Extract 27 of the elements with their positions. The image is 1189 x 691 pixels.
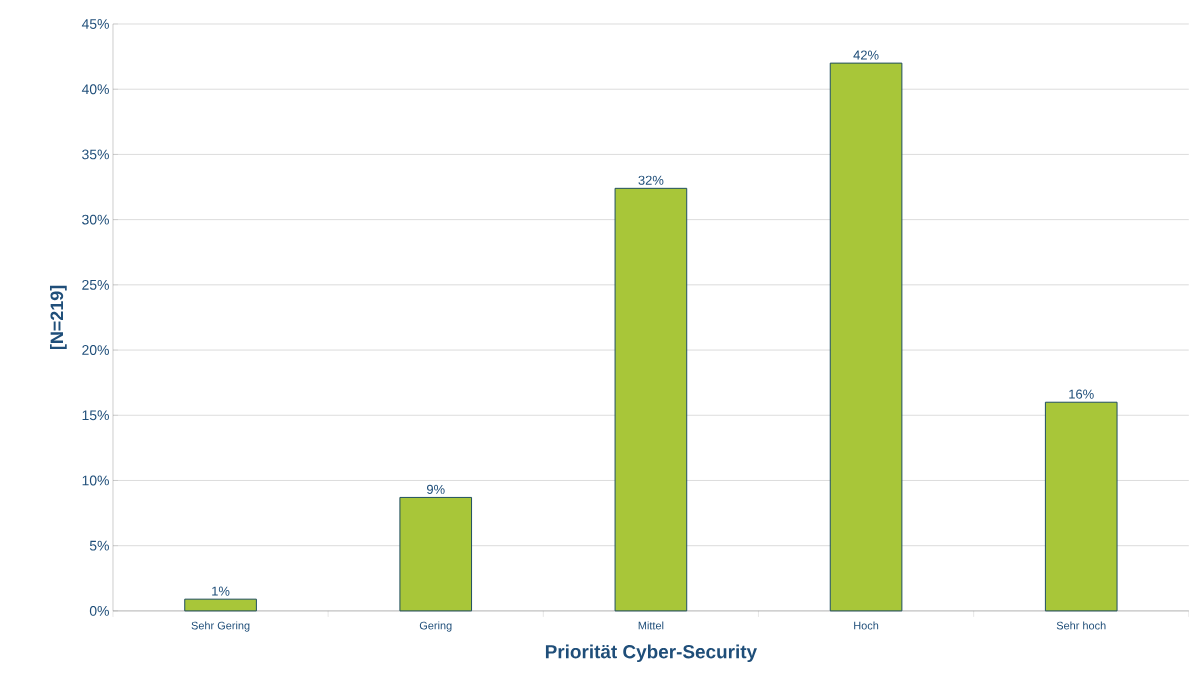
y-tick-label: 20% <box>82 345 109 356</box>
y-tick-label: 30% <box>82 214 109 225</box>
data-label: 42% <box>853 50 879 60</box>
y-tick-label: 35% <box>82 149 109 160</box>
x-tick-label: Hoch <box>854 621 879 630</box>
x-tick-label: Gering <box>419 621 452 632</box>
x-tick-label: Sehr hoch <box>1056 621 1106 630</box>
bar <box>399 496 473 612</box>
y-tick-label: 40% <box>81 84 109 95</box>
data-label: 16% <box>1069 389 1094 399</box>
y-tick-label: 45% <box>81 19 109 29</box>
x-tick-label: Sehr Gering <box>191 621 250 632</box>
bar <box>1044 401 1118 612</box>
bar <box>184 598 257 612</box>
y-tick-label: 25% <box>82 279 109 290</box>
y-tick-label: 0% <box>89 606 109 616</box>
y-tick-label: 5% <box>89 540 109 551</box>
x-tick-label: Mittel <box>638 621 664 630</box>
y-tick-label: 15% <box>82 410 109 421</box>
y-tick-label: 10% <box>82 475 109 486</box>
y-axis-title: [N=219] <box>50 285 67 350</box>
data-label: 32% <box>638 175 664 185</box>
data-label: 1% <box>212 586 230 596</box>
data-label: 9% <box>426 484 445 494</box>
x-axis-title: Priorität Cyber-Security <box>545 644 757 663</box>
bar <box>614 187 688 612</box>
bar <box>829 62 903 612</box>
